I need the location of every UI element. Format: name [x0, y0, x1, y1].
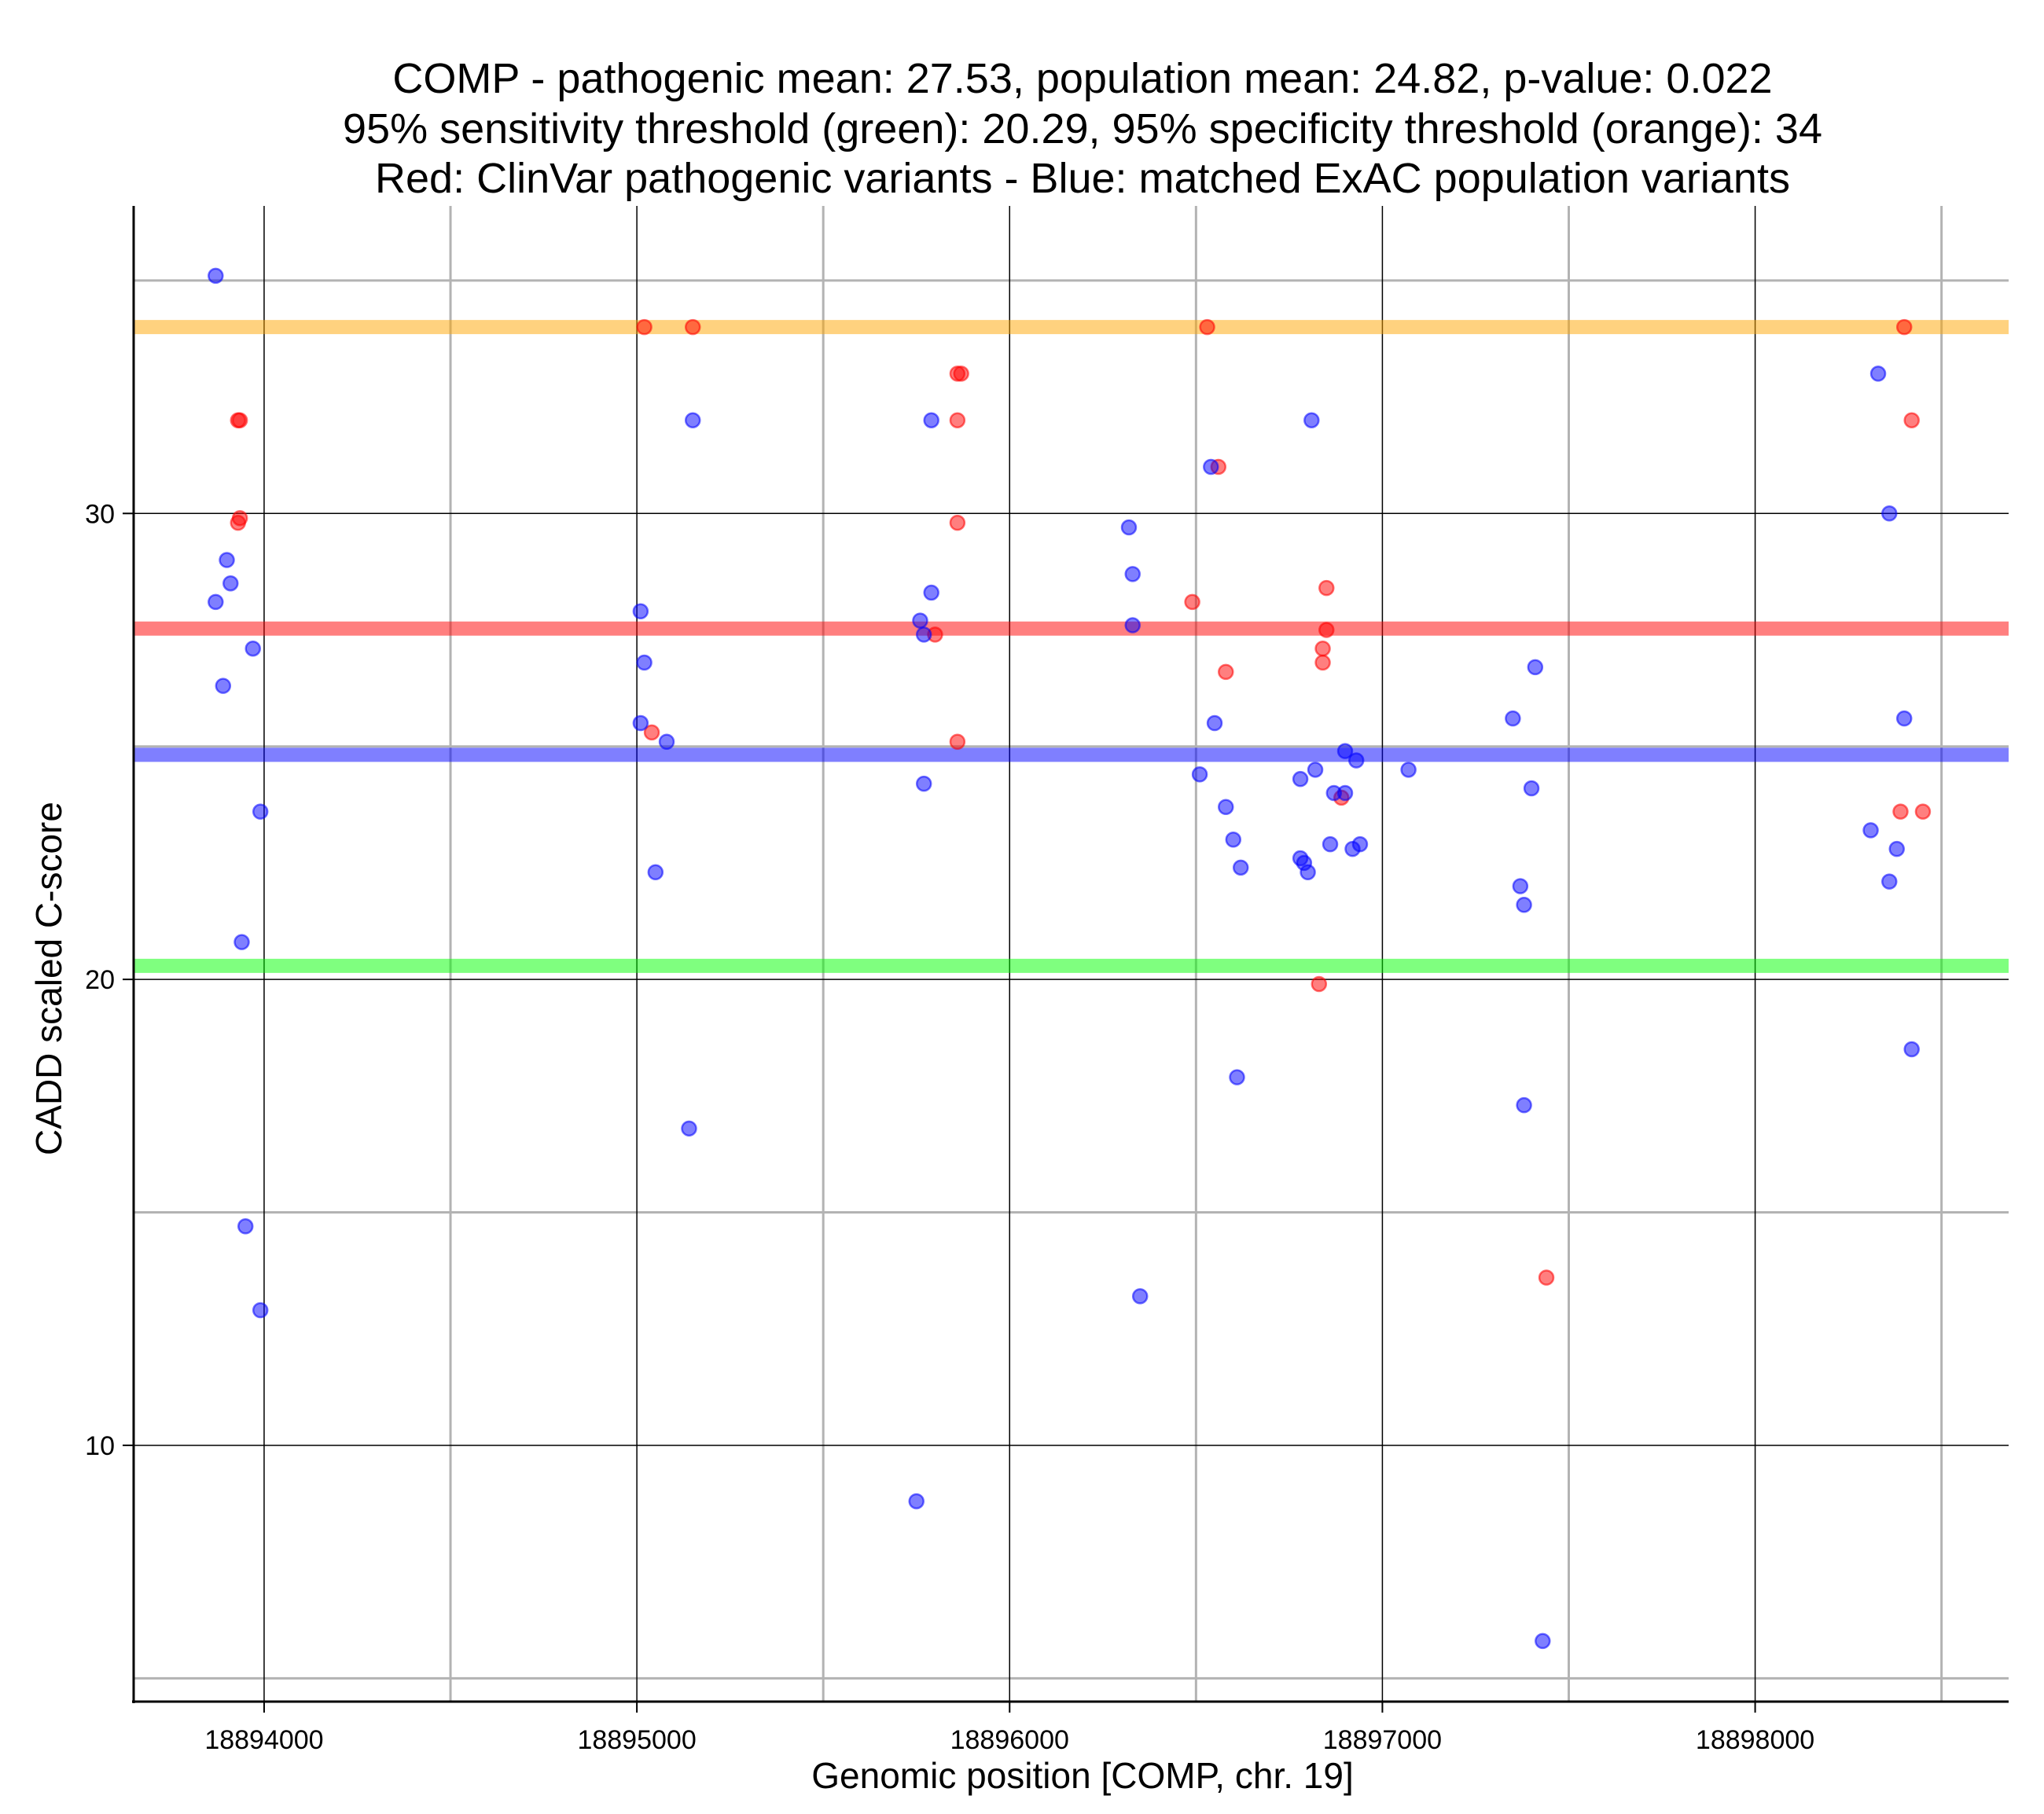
data-point	[915, 775, 932, 792]
data-point	[1914, 803, 1932, 820]
data-point	[1229, 1069, 1245, 1085]
data-point	[1307, 762, 1324, 778]
data-point	[1892, 803, 1909, 820]
data-point	[1314, 640, 1331, 657]
data-point	[908, 1493, 925, 1510]
data-point	[681, 1120, 697, 1137]
data-point	[1881, 873, 1898, 890]
data-point	[1336, 784, 1354, 802]
data-point	[949, 412, 966, 428]
data-point	[912, 612, 928, 629]
data-point	[647, 864, 664, 881]
data-point	[1131, 1287, 1149, 1305]
data-point	[1347, 752, 1365, 769]
y-tick-label: 30	[85, 499, 115, 529]
x-axis-title: Genomic position [COMP, chr. 19]	[811, 1755, 1353, 1796]
data-point	[1124, 566, 1141, 582]
data-point	[949, 733, 966, 751]
data-point	[1314, 654, 1331, 671]
data-point	[1344, 840, 1361, 857]
axes: 18894000 18895000 18896000 18897000 18898000…	[85, 206, 2009, 1755]
title-line-3: Red: ClinVar pathogenic variants - Blue:…	[375, 155, 1790, 202]
data-point	[949, 514, 966, 531]
x-tick-label: 18894000	[204, 1725, 323, 1755]
data-point	[1523, 780, 1540, 797]
data-point	[1303, 412, 1320, 428]
data-point	[208, 593, 224, 611]
x-tick-label: 18895000	[577, 1725, 696, 1755]
plot-area	[134, 206, 2009, 1702]
data-point	[1191, 766, 1208, 783]
data-point	[923, 412, 939, 428]
data-point	[1300, 864, 1316, 881]
data-point	[632, 603, 649, 620]
data-point	[1881, 505, 1898, 522]
data-point	[1903, 412, 1920, 428]
data-point	[231, 509, 248, 527]
data-point	[1535, 1632, 1551, 1650]
data-point	[1124, 617, 1141, 633]
data-point	[1218, 799, 1234, 816]
data-point	[1888, 840, 1906, 857]
data-point	[636, 318, 653, 336]
data-point	[1318, 622, 1335, 638]
data-point	[1232, 859, 1249, 876]
data-point	[1322, 835, 1339, 853]
data-point	[1862, 822, 1879, 839]
data-point	[1516, 897, 1532, 913]
data-point	[231, 412, 248, 428]
data-point	[915, 626, 932, 643]
data-point	[1538, 1269, 1555, 1286]
data-point	[1292, 770, 1309, 788]
data-point	[237, 1218, 254, 1235]
y-tick-label: 10	[85, 1431, 115, 1461]
data-point	[1203, 458, 1219, 476]
data-point	[1199, 318, 1215, 336]
data-point	[1400, 762, 1417, 778]
data-point	[1225, 832, 1242, 848]
data-point	[658, 733, 675, 751]
data-point	[208, 267, 224, 285]
chart-title: COMP - pathogenic mean: 27.53, populatio…	[343, 55, 1822, 202]
data-point	[632, 714, 649, 732]
y-tick-label: 20	[85, 965, 115, 995]
data-point	[1184, 593, 1200, 611]
data-point	[1311, 975, 1328, 993]
data-point	[1516, 1096, 1532, 1114]
title-line-1: COMP - pathogenic mean: 27.53, populatio…	[392, 55, 1772, 102]
data-point	[684, 318, 701, 336]
data-point	[1903, 1041, 1920, 1058]
data-point	[923, 584, 939, 601]
data-point	[1218, 663, 1234, 681]
data-point	[636, 654, 653, 671]
x-tick-label: 18896000	[950, 1725, 1069, 1755]
data-point	[1527, 659, 1544, 676]
data-point	[244, 640, 261, 657]
data-point	[219, 552, 235, 568]
data-point	[1206, 714, 1223, 732]
data-point	[953, 365, 969, 382]
data-point	[1895, 318, 1913, 336]
y-axis-title: CADD scaled C-score	[28, 802, 69, 1155]
data-point	[1869, 365, 1887, 382]
data-point	[1512, 878, 1529, 894]
data-point	[233, 934, 250, 950]
data-point	[1895, 710, 1913, 727]
title-line-2: 95% sensitivity threshold (green): 20.29…	[343, 105, 1822, 152]
data-point	[1318, 579, 1335, 597]
data-point	[1505, 710, 1521, 727]
data-point	[252, 803, 269, 820]
data-point	[684, 412, 701, 428]
data-point	[215, 677, 232, 694]
data-point	[1120, 519, 1138, 536]
data-point	[252, 1302, 269, 1319]
data-point	[1336, 743, 1354, 759]
x-tick-label: 18897000	[1323, 1725, 1442, 1755]
x-tick-label: 18898000	[1696, 1725, 1814, 1755]
data-point	[222, 575, 239, 592]
data-point	[643, 724, 660, 741]
